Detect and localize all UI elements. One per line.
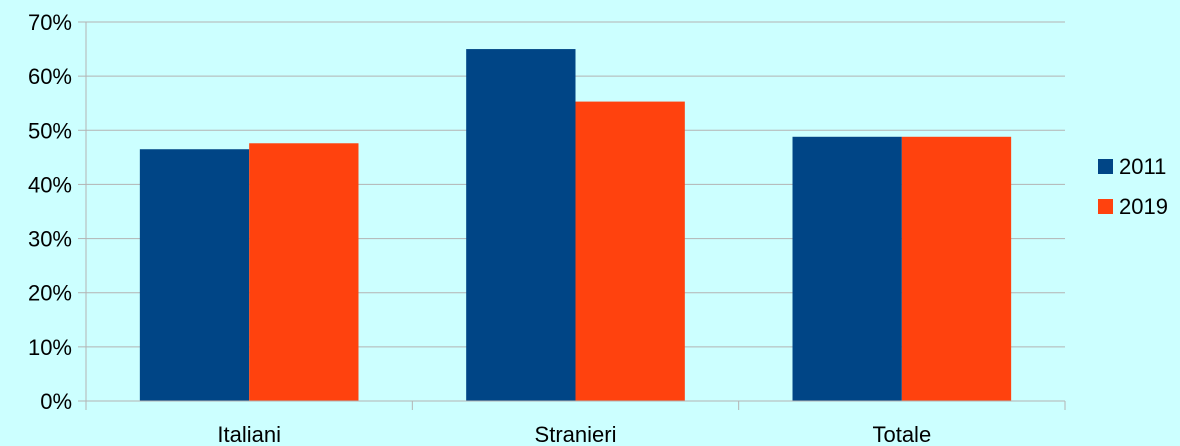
y-tick-label: 30% — [28, 227, 72, 252]
bar-totale-2011 — [792, 136, 902, 402]
x-tick-label: Totale — [872, 422, 931, 446]
x-tick-label: Stranieri — [535, 422, 617, 446]
legend-label-2019: 2019 — [1119, 194, 1168, 219]
bar-italiani-2019 — [249, 143, 359, 401]
legend-label-2011: 2011 — [1119, 154, 1166, 179]
bar-stranieri-2011 — [466, 49, 576, 401]
y-tick-label: 20% — [28, 281, 72, 306]
legend-swatch-2011 — [1098, 159, 1113, 174]
axes: 0% 10% 20% 30% 40% 50% 60% 70% Italiani Stranieri… — [28, 10, 1066, 446]
y-tick-label: 70% — [28, 10, 72, 35]
x-tick-label: Italiani — [217, 422, 281, 446]
bar-totale-2019 — [901, 136, 1012, 402]
y-tick-label: 60% — [28, 64, 72, 89]
y-tick-label: 0% — [40, 389, 72, 414]
bars — [139, 49, 1012, 402]
y-tick-label: 10% — [28, 335, 72, 360]
bar-stranieri-2019 — [575, 101, 685, 401]
y-tick-label: 40% — [28, 172, 72, 197]
legend: 2011 2019 — [1098, 154, 1168, 219]
y-tick-label: 50% — [28, 118, 72, 143]
bar-italiani-2011 — [139, 149, 250, 401]
legend-swatch-2019 — [1098, 199, 1113, 214]
